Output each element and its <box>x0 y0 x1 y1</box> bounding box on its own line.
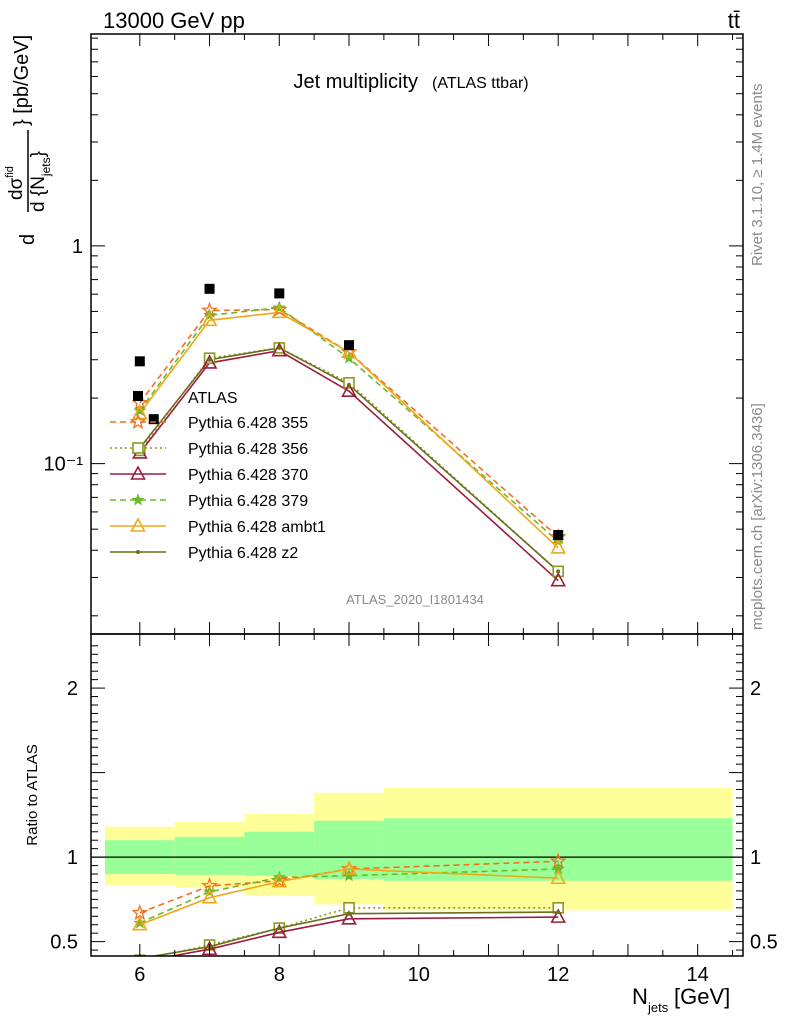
atlas-data-point-3 <box>274 288 285 299</box>
y-label-denominator: d {Njets} <box>28 151 53 212</box>
ratio-line-4 <box>139 868 559 926</box>
ratio-5-point-3 <box>347 911 352 916</box>
x-label-main: N <box>632 984 648 1009</box>
legend-marker-2 <box>130 465 146 480</box>
legend-marker-3 <box>131 493 145 506</box>
analysis-watermark: ATLAS_2020_I1801434 <box>346 592 484 607</box>
legend-label-1: Pythia 6.428 356 <box>188 441 308 458</box>
atlas-data-point-4 <box>344 340 355 351</box>
ratio-4-point-3 <box>341 860 357 875</box>
legend-label-4: Pythia 6.428 ambt1 <box>188 519 326 536</box>
mcplots-label: mcplots.cern.ch [arXiv:1306.3436] <box>749 403 766 630</box>
atlas-data-point-5 <box>553 530 564 541</box>
series-4-point-4 <box>550 539 567 554</box>
series-4-point-1 <box>201 311 218 327</box>
ratio-2-point-2 <box>271 923 288 939</box>
series-2-point-1 <box>201 354 218 369</box>
series-5-point-3 <box>347 382 352 387</box>
legend-marker-4 <box>130 517 146 532</box>
ratio-4-point-0 <box>131 916 148 931</box>
legend-label-atlas: ATLAS <box>188 390 238 407</box>
plot-title-suffix: (ATLAS ttbar) <box>432 75 529 92</box>
ratio-4-point-4 <box>550 869 567 885</box>
x-label-subscript: jets <box>647 1000 669 1015</box>
series-2-point-4 <box>550 571 567 587</box>
main-panel-frame <box>90 33 744 635</box>
atlas-data-point-1 <box>148 414 159 425</box>
legend-marker-1 <box>132 442 144 454</box>
series-5-point-2 <box>277 345 282 350</box>
x-tick-label: 6 <box>134 964 145 986</box>
ratio-y-tick-label-right: 0.5 <box>750 932 778 954</box>
x-tick-label: 10 <box>408 964 430 986</box>
ratio-line-2 <box>167 916 559 956</box>
legend-label-0: Pythia 6.428 355 <box>188 415 308 432</box>
ratio-5-point-2 <box>277 926 282 931</box>
ratio-y-axis-label: Ratio to ATLAS <box>24 744 41 845</box>
ratio-3-point-2 <box>272 870 286 883</box>
ratio-line-3 <box>139 868 559 924</box>
main-y-axis-label: d dσfid d {Njets} } [pb/GeV] <box>4 35 53 245</box>
ratio-y-tick-label: 0.5 <box>50 932 78 954</box>
beam-label: 13000 GeV pp <box>103 8 245 33</box>
ratio-y-tick-label: 1 <box>67 847 78 869</box>
ratio-4-point-2 <box>271 872 288 888</box>
rivet-version-label: Rivet 3.1.10, ≥ 1.4M events <box>749 84 766 267</box>
series-3-point-0 <box>133 403 147 417</box>
y-label-numerator: dσfid <box>4 166 27 200</box>
ratio-4-point-1 <box>201 889 218 904</box>
series-5-point-1 <box>207 357 212 362</box>
ratio-5-point-0 <box>138 957 142 961</box>
ratio-2-point-4 <box>550 908 567 923</box>
series-4-point-3 <box>341 343 357 358</box>
ratio-5-point-4 <box>556 910 561 915</box>
y-label-d: d <box>17 234 39 245</box>
process-label: tt̄ <box>728 8 740 33</box>
ratio-y-tick-label: 2 <box>67 678 78 700</box>
legend-marker-5 <box>136 550 140 554</box>
series-4-point-2 <box>271 303 288 319</box>
y-label-unit: } [pb/GeV] <box>11 35 33 126</box>
main-y-tick-label: 1 <box>72 236 83 258</box>
ratio-line-1 <box>155 907 559 956</box>
ratio-inner-band-1 <box>174 836 245 875</box>
ratio-inner-band-2 <box>244 831 315 876</box>
ratio-3-point-0 <box>133 916 147 929</box>
legend-label-3: Pythia 6.428 379 <box>188 493 308 510</box>
series-2-point-2 <box>271 342 288 357</box>
atlas-data-point-0 <box>134 356 145 367</box>
atlas-data-point-2 <box>204 283 215 294</box>
main-y-tick-label: 10⁻¹ <box>44 454 84 476</box>
legend-marker-0 <box>129 413 147 430</box>
legend-label-5: Pythia 6.428 z2 <box>188 545 298 562</box>
x-tick-label: 12 <box>547 964 569 986</box>
ratio-series-group <box>131 852 567 961</box>
legend-marker-atlas <box>133 391 143 401</box>
legend-label-2: Pythia 6.428 370 <box>188 467 308 484</box>
ratio-0-point-0 <box>131 904 149 921</box>
x-label-unit: [GeV] <box>674 984 730 1009</box>
x-axis-label: N jets [GeV] <box>632 984 730 1015</box>
series-5-point-4 <box>556 569 561 574</box>
ratio-2-point-3 <box>341 910 357 925</box>
x-tick-label: 14 <box>687 964 709 986</box>
ratio-y-tick-label-right: 2 <box>750 678 761 700</box>
series-3-point-2 <box>272 300 286 314</box>
x-tick-label: 8 <box>274 964 285 986</box>
series-2-point-3 <box>341 382 357 398</box>
ratio-panel-frame <box>90 633 744 957</box>
ratio-y-tick-label-right: 1 <box>750 847 761 869</box>
series-0-point-2 <box>270 300 288 317</box>
plot-title: Jet multiplicity <box>294 71 418 93</box>
